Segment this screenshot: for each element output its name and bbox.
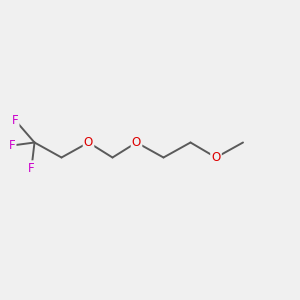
Text: F: F (9, 139, 15, 152)
Text: O: O (84, 136, 93, 149)
Text: F: F (12, 113, 18, 127)
Text: O: O (212, 151, 220, 164)
Text: F: F (28, 161, 35, 175)
Text: O: O (132, 136, 141, 149)
